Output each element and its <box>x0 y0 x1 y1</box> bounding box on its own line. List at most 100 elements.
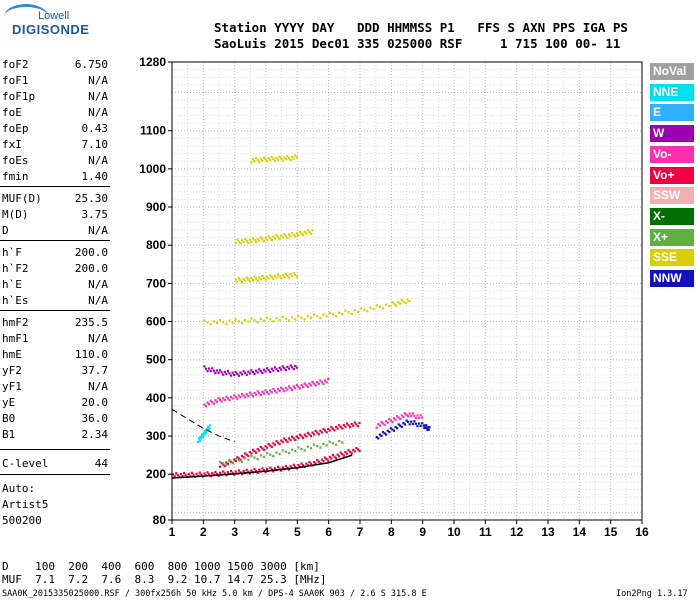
echo-point <box>396 427 399 430</box>
echo-point <box>322 382 325 385</box>
echo-point <box>423 426 426 430</box>
echo-point <box>407 415 410 418</box>
echo-point <box>328 440 331 443</box>
y-tick-label: 600 <box>146 315 166 329</box>
echo-point <box>294 465 297 468</box>
echo-point <box>403 412 407 415</box>
echo-trace-nnw <box>375 419 431 440</box>
echo-point <box>320 458 324 461</box>
param-value: 37.7 <box>81 364 109 377</box>
echo-point <box>273 443 277 446</box>
echo-point <box>273 366 277 369</box>
echo-point <box>247 320 250 323</box>
echo-point <box>289 235 292 238</box>
param-name: MUF(D) <box>2 192 42 205</box>
echo-point <box>381 307 385 310</box>
echo-point <box>240 322 244 325</box>
x-tick-label: 9 <box>419 525 426 539</box>
y-tick-label: 1100 <box>140 124 166 138</box>
echo-point <box>269 274 272 277</box>
param-foep: foEp 0.43 <box>2 122 108 138</box>
param-name: yF2 <box>2 364 22 377</box>
param-m-d-: M(D) 3.75 <box>2 208 108 224</box>
echo-traces <box>172 154 431 479</box>
echo-point <box>295 366 298 369</box>
echo-point <box>253 372 256 375</box>
param-h-es: h`Es N/A <box>2 294 108 310</box>
legend-vo-: Vo+ <box>650 166 694 184</box>
echo-point <box>214 470 217 474</box>
echo-point <box>427 426 430 429</box>
echo-point <box>287 437 291 440</box>
echo-point <box>319 429 322 432</box>
param-name: h`F <box>2 246 22 259</box>
echo-point <box>233 373 236 377</box>
echo-point <box>297 464 300 467</box>
param-hme: hmE 110.0 <box>2 348 108 364</box>
echo-point <box>250 161 253 164</box>
echo-point <box>294 364 297 368</box>
param-name: B0 <box>2 412 16 425</box>
echo-point <box>414 417 418 420</box>
echo-point <box>266 452 269 455</box>
param-value: 6.750 <box>74 58 108 71</box>
y-tick-label: 400 <box>146 391 166 405</box>
echo-point <box>276 158 280 161</box>
echo-point <box>219 398 222 401</box>
echo-point <box>320 381 324 384</box>
echo-point <box>219 460 222 463</box>
echo-point <box>275 368 278 371</box>
echo-point <box>264 278 267 281</box>
echo-point <box>267 369 270 372</box>
echo-point <box>345 452 349 455</box>
echo-point <box>212 369 215 372</box>
echo-point <box>270 391 273 394</box>
echo-point <box>262 156 266 159</box>
echo-point <box>334 457 338 460</box>
echo-point <box>212 402 215 405</box>
echo-point <box>269 370 272 374</box>
echo-point <box>330 457 333 460</box>
legend-e: E <box>650 104 694 122</box>
echo-point <box>400 414 403 417</box>
echo-point <box>229 469 233 473</box>
echo-point <box>323 429 327 432</box>
echo-point <box>205 431 208 435</box>
echo-point <box>201 434 204 437</box>
echo-point <box>308 433 311 436</box>
param-h-f: h`F 200.0 <box>2 246 108 262</box>
separator <box>0 474 110 475</box>
param-name: M(D) <box>2 208 29 221</box>
echo-point <box>426 428 429 432</box>
echo-point <box>358 421 361 425</box>
echo-point <box>278 318 281 322</box>
echo-point <box>291 388 294 391</box>
echo-point <box>184 473 187 477</box>
param-muf-d-: MUF(D) 25.30 <box>2 192 108 208</box>
echo-point <box>350 422 353 426</box>
echo-point <box>223 472 226 475</box>
echo-point <box>394 418 397 421</box>
echo-point <box>369 306 372 309</box>
x-tick-label: 8 <box>388 525 395 539</box>
echo-point <box>215 472 219 476</box>
echo-point <box>284 158 287 161</box>
echo-point <box>281 365 284 368</box>
param-h-e: h`E N/A <box>2 278 108 294</box>
echo-point <box>316 458 319 462</box>
echo-point <box>353 421 356 424</box>
param-name: hmE <box>2 348 22 361</box>
echo-point <box>253 160 256 163</box>
echo-point <box>253 456 256 459</box>
echo-point <box>291 448 294 451</box>
auto-version: 500200 <box>2 514 42 527</box>
param-fof2: foF2 6.750 <box>2 58 108 74</box>
echo-point <box>278 155 281 158</box>
echo-point <box>356 448 360 451</box>
echo-point <box>345 422 349 425</box>
param-hmf2: hmF2 235.5 <box>2 316 108 332</box>
echo-point <box>251 370 255 374</box>
echo-point <box>244 318 247 322</box>
param-name: foF2 <box>2 58 29 71</box>
echo-point <box>278 467 281 470</box>
